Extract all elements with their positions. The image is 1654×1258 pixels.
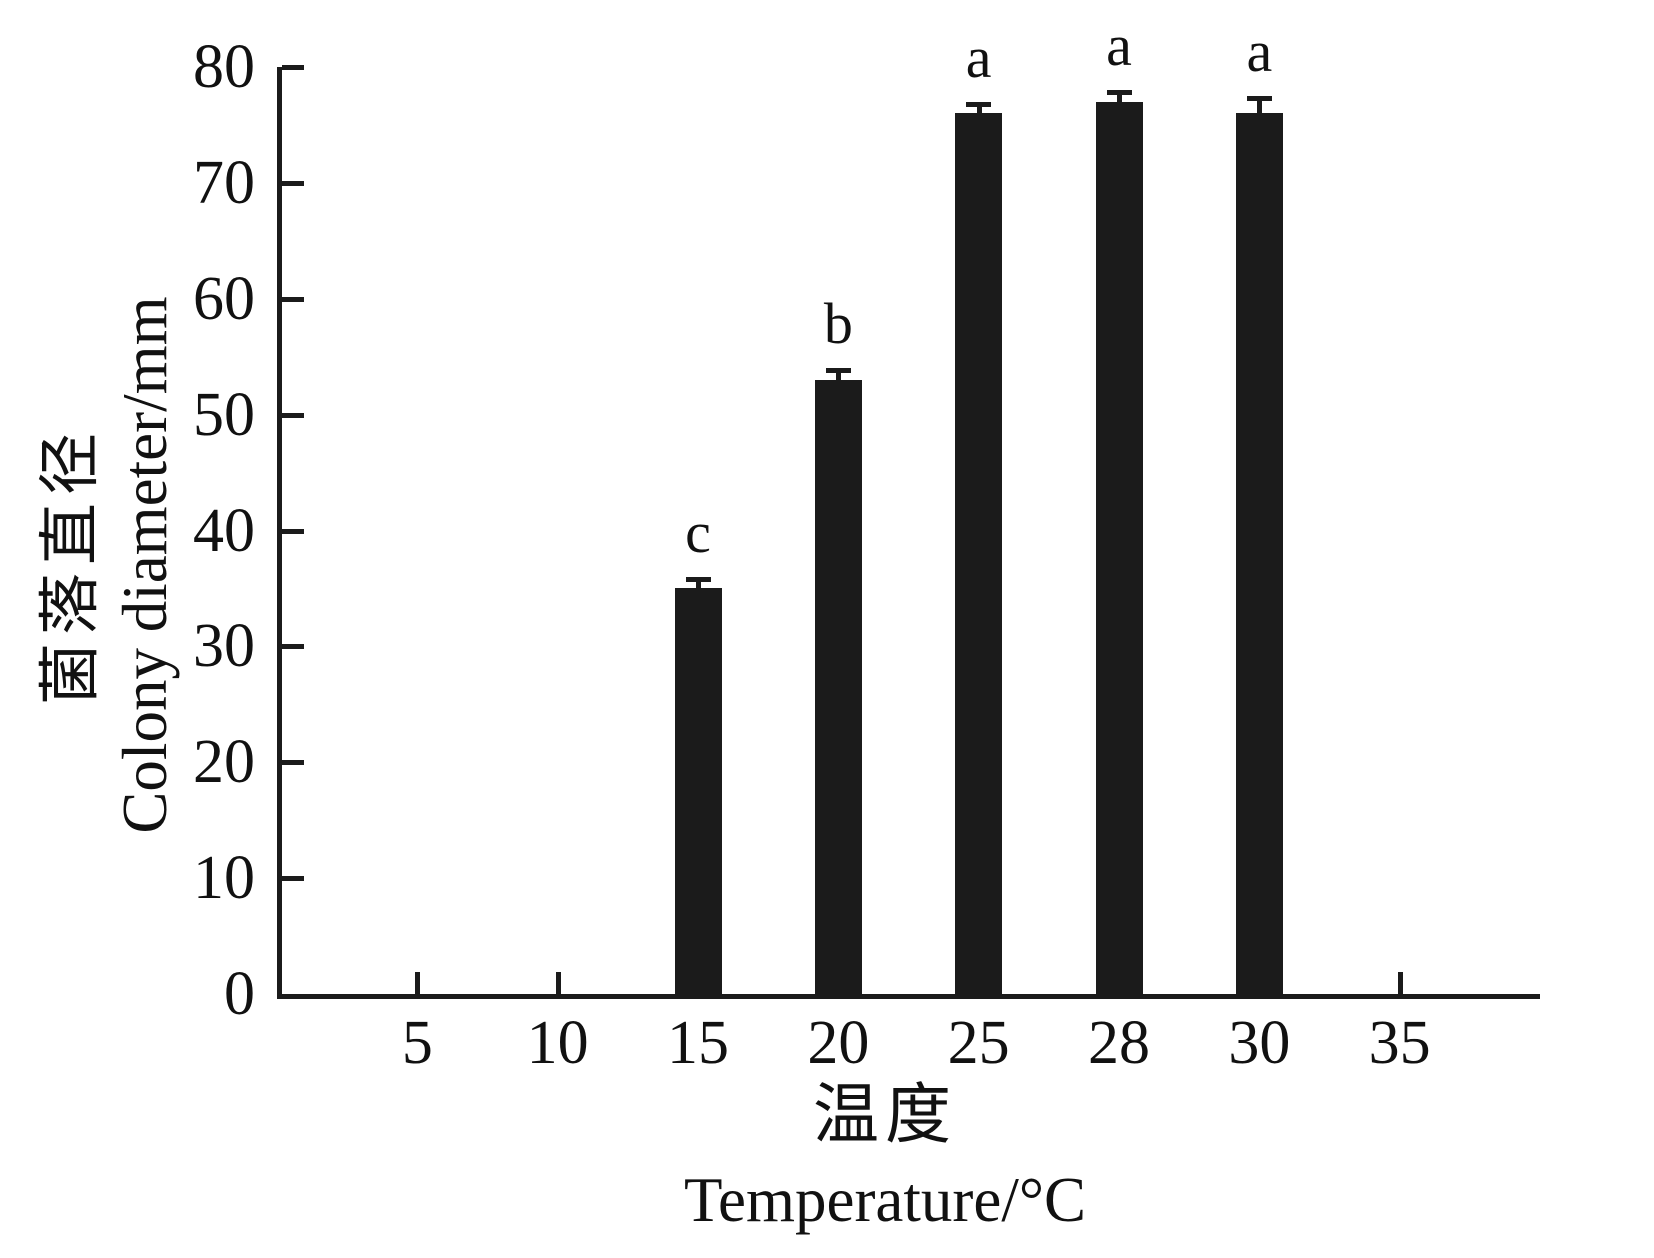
significance-letter: c <box>685 499 711 565</box>
x-tick-label: 35 <box>1368 1009 1431 1077</box>
y-tick <box>282 296 304 302</box>
x-tick <box>415 972 421 994</box>
bar <box>955 113 1003 994</box>
significance-letter: a <box>965 24 992 90</box>
error-bar-stem <box>976 101 982 114</box>
y-tick <box>282 644 304 650</box>
y-tick-label: 80 <box>193 33 255 101</box>
x-axis-title-english: Temperature/°C <box>683 1165 1087 1235</box>
error-bar-stem <box>1257 95 1263 114</box>
bar <box>674 588 722 994</box>
error-bar-stem <box>836 368 842 380</box>
y-tick-label: 40 <box>193 496 255 565</box>
y-tick-label: 10 <box>193 844 255 913</box>
x-axis-line <box>277 994 1540 999</box>
error-bar-cap <box>1246 95 1272 101</box>
error-bar-stem <box>1117 90 1122 102</box>
x-tick-label: 10 <box>526 1009 589 1077</box>
x-tick-label: 20 <box>807 1009 870 1077</box>
y-axis-title-chinese: 菌落直径 <box>37 424 105 706</box>
y-tick-label: 30 <box>193 612 255 681</box>
y-tick <box>282 528 304 534</box>
significance-letter: a <box>1246 18 1273 84</box>
error-bar-cap <box>966 101 992 107</box>
error-bar-cap <box>1106 90 1132 96</box>
y-tick <box>282 876 304 882</box>
significance-letter: a <box>1106 13 1132 79</box>
y-tick <box>282 180 304 186</box>
y-tick-label: 20 <box>193 728 255 797</box>
y-axis-title-english: Colony diameter/mm <box>110 296 180 834</box>
y-tick-label: 50 <box>193 380 255 449</box>
x-tick-label: 28 <box>1088 1009 1150 1077</box>
x-tick-label: 15 <box>667 1009 729 1077</box>
error-bar-stem <box>696 576 701 589</box>
y-tick-label: 0 <box>224 960 255 1028</box>
bar <box>1235 113 1283 994</box>
x-tick-label: 30 <box>1228 1009 1291 1077</box>
y-axis-title: 菌落直径 Colony diameter/mm <box>34 296 182 833</box>
significance-letter: b <box>823 291 853 357</box>
x-tick-label: 25 <box>947 1009 1010 1077</box>
bar <box>814 379 862 994</box>
y-tick <box>282 412 304 418</box>
y-tick <box>282 760 304 766</box>
y-axis-line <box>277 67 282 999</box>
y-tick-label: 70 <box>193 148 255 217</box>
x-tick <box>1397 972 1403 994</box>
x-axis-title-chinese: 温度 <box>813 1079 957 1152</box>
error-bar-cap <box>685 576 711 582</box>
x-tick-label: 5 <box>401 1009 433 1077</box>
bar <box>1095 101 1143 994</box>
x-tick <box>555 972 561 994</box>
y-tick <box>282 65 304 70</box>
error-bar-cap <box>825 368 851 374</box>
y-tick-label: 60 <box>193 264 255 333</box>
